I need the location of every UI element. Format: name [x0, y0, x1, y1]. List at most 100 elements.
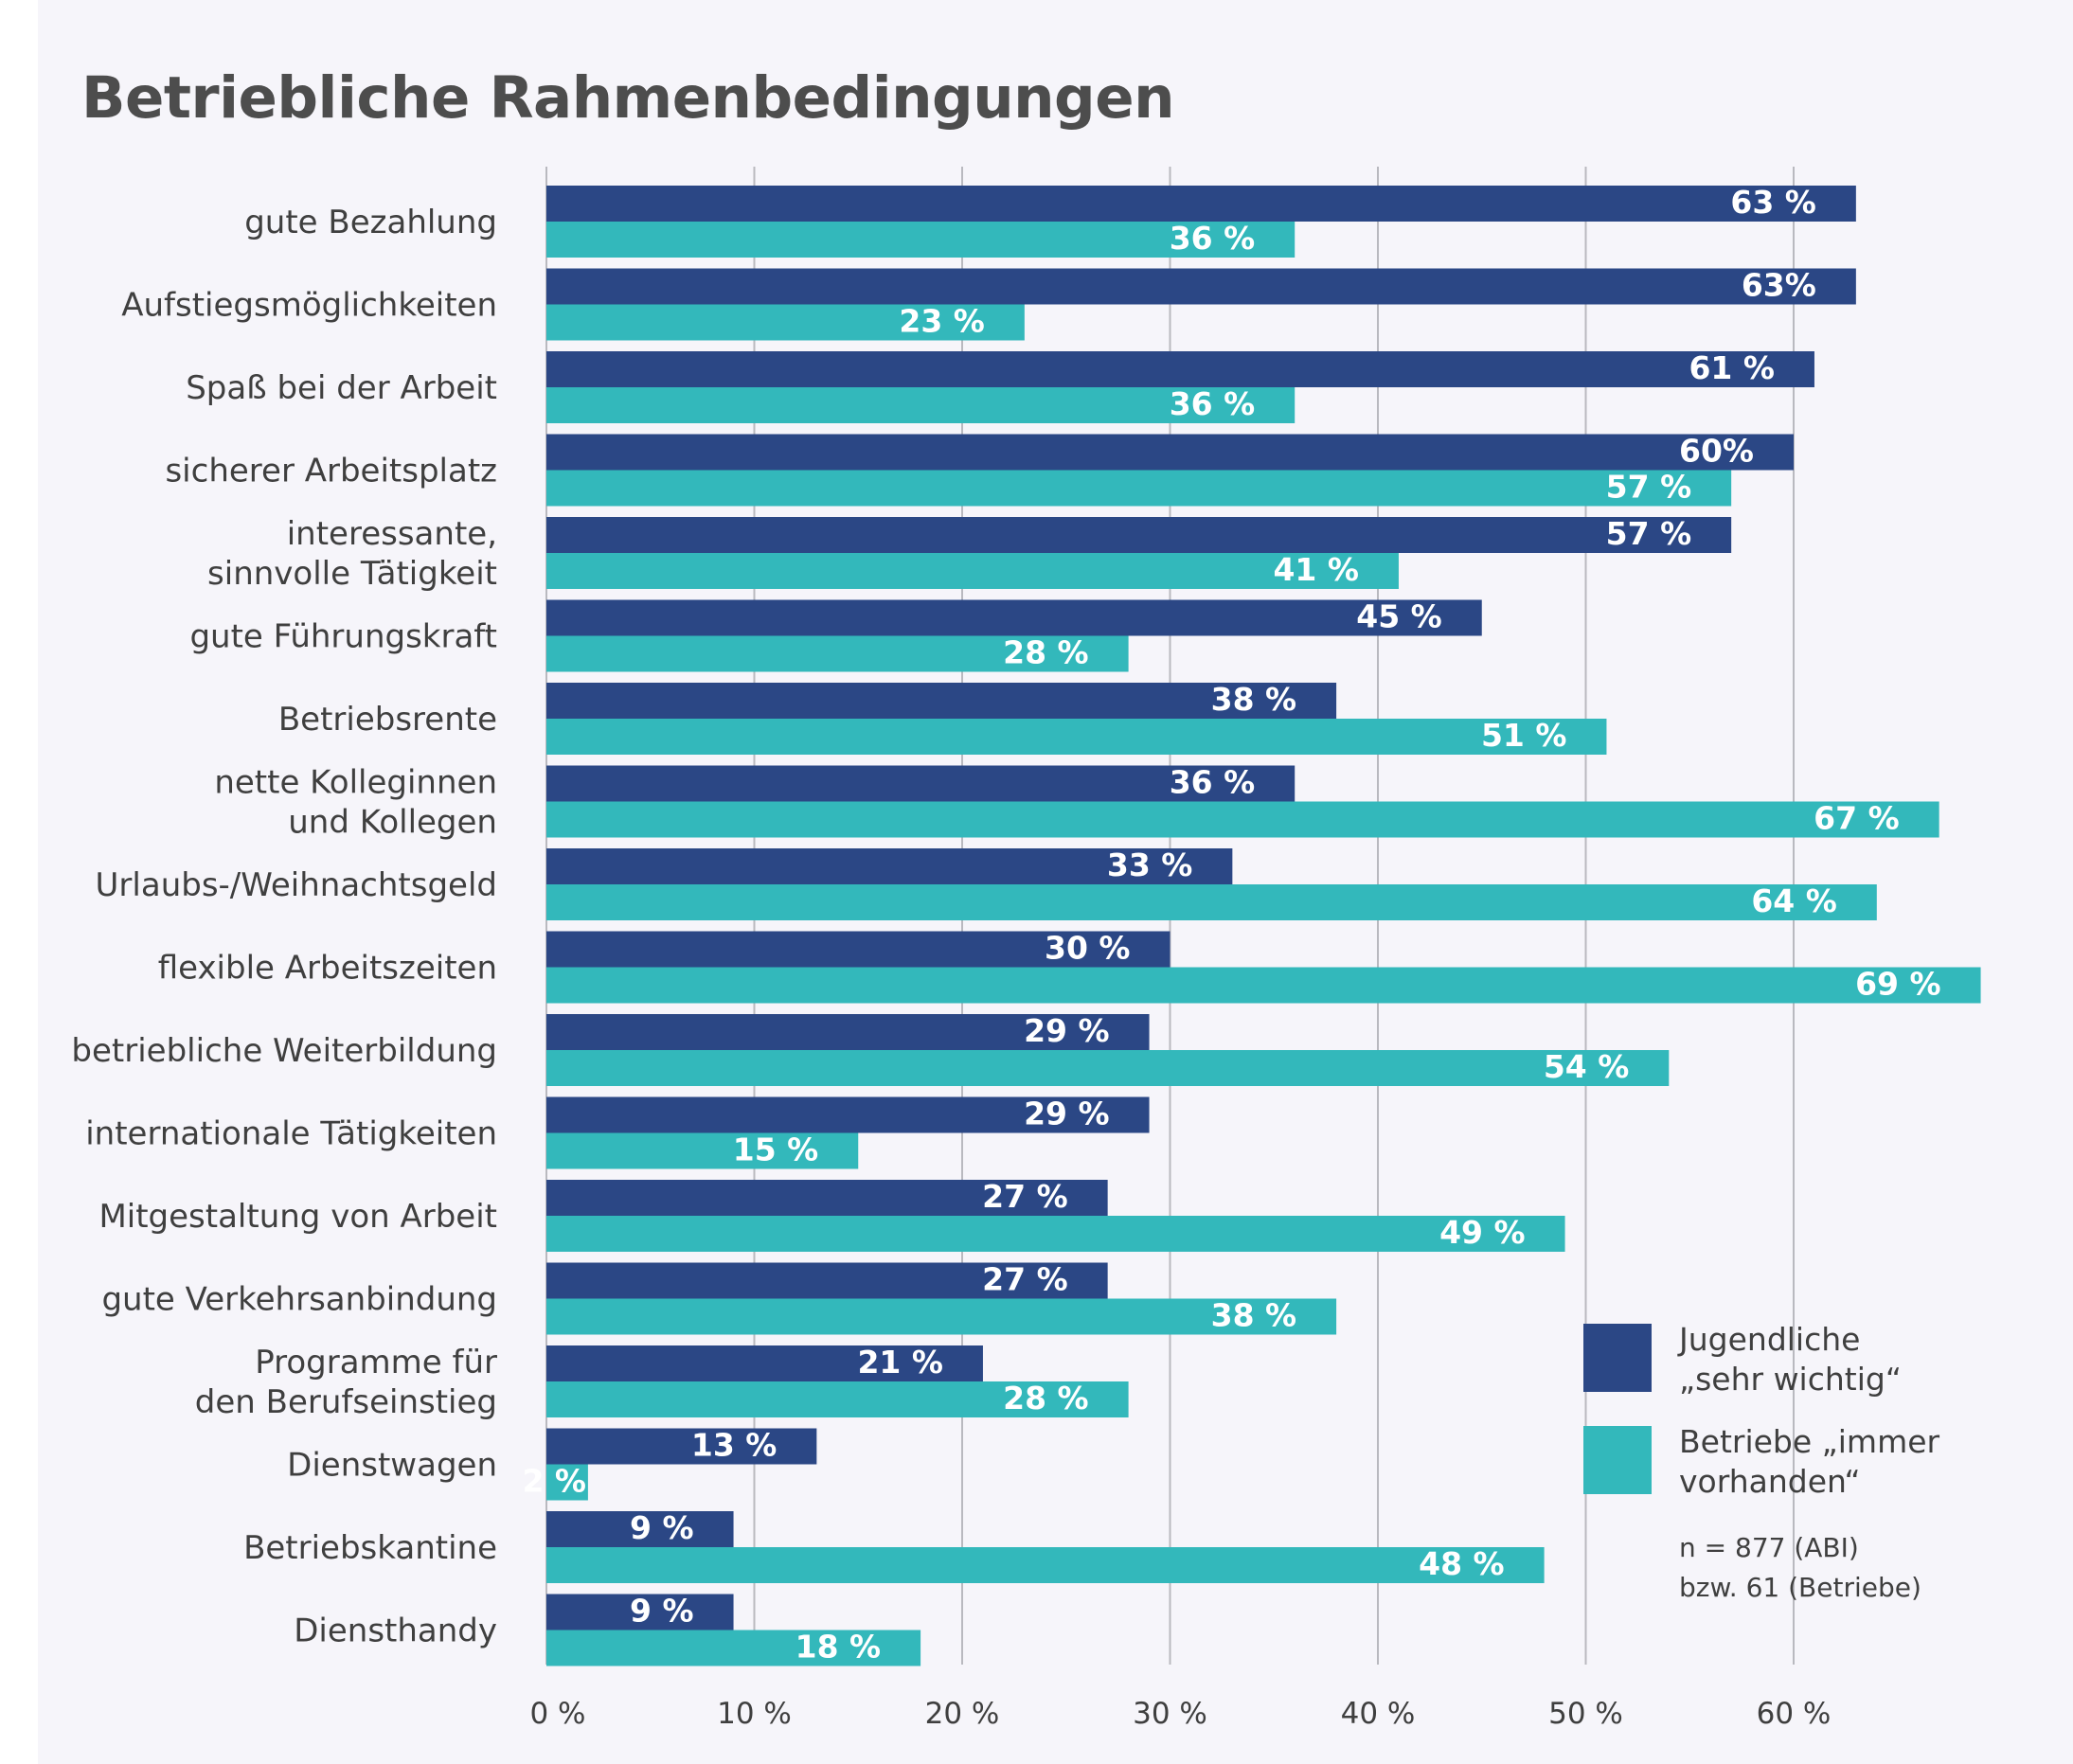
category-label: Betriebskantine — [243, 1529, 497, 1567]
value-label: 36 % — [1170, 220, 1255, 257]
bar-jugendliche — [546, 599, 1482, 636]
legend-label: „sehr wichtig“ — [1679, 1361, 1902, 1398]
value-label: 28 % — [1003, 634, 1088, 671]
value-label: 67 % — [1814, 800, 1899, 837]
value-label: 36 % — [1170, 385, 1255, 422]
bar-jugendliche — [546, 1014, 1150, 1050]
bar-jugendliche — [546, 1428, 817, 1465]
value-label: 29 % — [1024, 1012, 1109, 1049]
value-label: 27 % — [982, 1178, 1067, 1215]
value-label: 63% — [1742, 267, 1816, 304]
x-tick-label: 0 % — [529, 1697, 585, 1731]
bar-betriebe — [546, 884, 1877, 920]
bar-betriebe — [546, 635, 1129, 672]
bar-jugendliche — [546, 683, 1337, 719]
value-label: 2 % — [522, 1463, 586, 1500]
category-label: und Kollegen — [288, 804, 497, 842]
bar-jugendliche — [546, 1096, 1150, 1133]
value-label: 57 % — [1606, 469, 1691, 506]
value-label: 61 % — [1689, 349, 1774, 386]
legend-swatch — [1583, 1324, 1652, 1392]
bar-jugendliche — [546, 765, 1296, 802]
category-label: den Berufseinstieg — [195, 1383, 497, 1421]
value-label: 33 % — [1107, 846, 1192, 883]
category-label: betriebliche Weiterbildung — [71, 1032, 497, 1070]
bars: 63 %36 %63%23 %61 %36 %60%57 %57 %41 %45… — [522, 184, 1981, 1666]
value-label: 64 % — [1751, 882, 1836, 919]
value-label: 9 % — [630, 1509, 694, 1546]
bar-jugendliche — [546, 1262, 1108, 1299]
value-label: 30 % — [1045, 930, 1130, 967]
bar-jugendliche — [546, 1180, 1108, 1216]
legend-label: vorhanden“ — [1679, 1463, 1861, 1500]
category-label: Diensthandy — [294, 1613, 497, 1650]
x-tick-label: 60 % — [1757, 1697, 1832, 1731]
bar-jugendliche — [546, 848, 1233, 884]
bar-betriebe — [546, 1630, 921, 1666]
value-label: 9 % — [630, 1593, 694, 1630]
legend-swatch — [1583, 1426, 1652, 1494]
value-label: 69 % — [1855, 966, 1940, 1003]
bar-betriebe — [546, 1216, 1565, 1252]
bar-jugendliche — [546, 268, 1856, 305]
value-label: 54 % — [1544, 1048, 1629, 1085]
bar-betriebe — [546, 222, 1296, 258]
category-label: interessante, — [287, 515, 497, 553]
category-labels: gute Bezahlung Aufstiegsmöglichkeiten Spaß… — [71, 204, 497, 1650]
note-line: n = 877 (ABI) — [1679, 1532, 1859, 1563]
bar-jugendliche — [546, 517, 1732, 553]
bar-jugendliche — [546, 1511, 734, 1547]
bar-betriebe — [546, 1381, 1129, 1417]
legend: Jugendliche„sehr wichtig“ Betriebe „immer… — [1583, 1321, 1940, 1500]
value-label: 15 % — [733, 1131, 818, 1168]
bar-betriebe — [546, 470, 1732, 507]
x-tick-label: 20 % — [925, 1697, 1000, 1731]
bar-jugendliche — [546, 434, 1794, 471]
category-label: sinnvolle Tätigkeit — [207, 555, 497, 593]
value-label: 29 % — [1024, 1096, 1109, 1132]
note-line: bzw. 61 (Betriebe) — [1679, 1572, 1921, 1603]
bar-betriebe — [546, 1298, 1337, 1335]
value-label: 48 % — [1419, 1545, 1504, 1582]
bar-betriebe — [546, 1132, 859, 1169]
bar-betriebe — [546, 1547, 1545, 1583]
bar-jugendliche — [546, 1594, 734, 1630]
value-label: 27 % — [982, 1261, 1067, 1298]
category-label: gute Verkehrsanbindung — [101, 1281, 497, 1319]
category-label: Aufstiegsmöglichkeiten — [121, 287, 497, 325]
value-label: 18 % — [795, 1629, 881, 1666]
value-label: 41 % — [1273, 551, 1358, 588]
bar-betriebe — [546, 719, 1607, 755]
value-label: 13 % — [691, 1427, 777, 1464]
chart-title: Betriebliche Rahmenbedingungen — [81, 64, 1175, 132]
category-label: Mitgestaltung von Arbeit — [98, 1198, 497, 1236]
x-tick-label: 40 % — [1341, 1697, 1416, 1731]
bar-betriebe — [546, 304, 1025, 341]
value-label: 38 % — [1211, 1297, 1296, 1334]
value-label: 57 % — [1606, 515, 1691, 552]
category-label: sicherer Arbeitsplatz — [165, 453, 497, 490]
bar-jugendliche — [546, 1345, 983, 1381]
value-label: 60% — [1679, 433, 1754, 470]
category-label: flexible Arbeitszeiten — [158, 950, 497, 988]
x-tick-label: 30 % — [1133, 1697, 1207, 1731]
bar-jugendliche — [546, 931, 1171, 968]
legend-label: Jugendliche — [1677, 1321, 1860, 1358]
value-label: 63 % — [1730, 184, 1815, 221]
category-label: Urlaubs-/Weihnachtsgeld — [96, 866, 497, 904]
sample-note: n = 877 (ABI) bzw. 61 (Betriebe) — [1679, 1532, 1921, 1603]
category-label: gute Führungskraft — [189, 618, 497, 656]
bar-jugendliche — [546, 351, 1814, 387]
category-label: internationale Tätigkeiten — [85, 1115, 497, 1153]
category-label: Betriebsrente — [278, 701, 497, 739]
bar-betriebe — [546, 801, 1939, 838]
category-label: Spaß bei der Arbeit — [186, 369, 497, 407]
value-label: 28 % — [1003, 1380, 1088, 1417]
value-label: 21 % — [857, 1344, 942, 1381]
bar-betriebe — [546, 967, 1981, 1004]
legend-label: Betriebe „immer — [1679, 1423, 1940, 1460]
category-label: Programme für — [255, 1344, 497, 1381]
bar-betriebe — [546, 1050, 1670, 1086]
value-label: 45 % — [1356, 598, 1441, 635]
